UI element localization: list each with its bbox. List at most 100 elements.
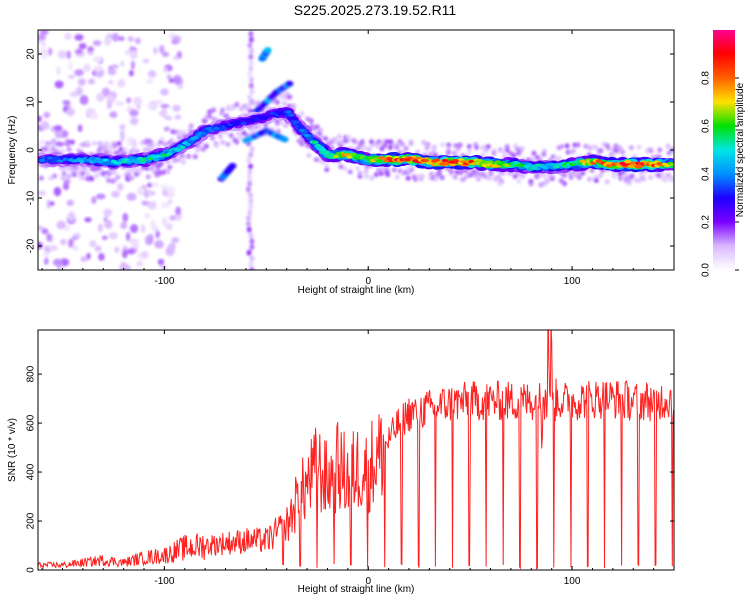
heatmap-noise (103, 217, 108, 222)
heatmap-noise (161, 107, 167, 118)
heatmap-noise (247, 180, 253, 187)
heatmap-noise (317, 127, 323, 133)
heatmap-noise (68, 74, 75, 79)
heatmap-noise (160, 88, 169, 96)
heatmap-noise (86, 252, 91, 260)
heatmap-noise (248, 36, 254, 43)
snr-xlabel: Height of straight line (km) (298, 584, 415, 595)
heatmap-noise (617, 171, 623, 177)
heatmap-ridge-cell (298, 128, 305, 132)
heatmap-noise (384, 169, 390, 175)
heatmap-noise (219, 110, 225, 116)
heatmap-noise (137, 186, 146, 196)
heatmap-noise (202, 118, 208, 124)
heatmap-noise (91, 140, 97, 146)
heatmap-noise (74, 69, 84, 77)
heatmap-noise (66, 50, 71, 60)
heatmap-noise (142, 58, 150, 64)
heatmap-noise (669, 176, 674, 182)
heatmap-noise (165, 223, 173, 231)
chart-title: S225.2025.273.19.52.R11 (293, 2, 457, 18)
heatmap-noise (135, 149, 141, 155)
heatmap-noise (46, 199, 51, 209)
heatmap-noise (144, 165, 150, 171)
heatmap-noise (161, 201, 168, 209)
heatmap-noise (558, 178, 564, 184)
heatmap-noise (129, 224, 139, 234)
heatmap-noise (639, 172, 645, 178)
heatmap-noise (175, 206, 181, 216)
heatmap-noise (66, 108, 75, 117)
heatmap-noise (534, 174, 540, 180)
heatmap-noise (63, 141, 69, 147)
heatmap-noise (433, 176, 439, 182)
heatmap-noise (38, 190, 47, 196)
heatmap-noise (171, 39, 179, 45)
heatmap-noise (176, 157, 182, 163)
heatmap-noise (500, 170, 506, 176)
heatmap-noise (155, 99, 163, 105)
heatmap-noise (248, 151, 254, 158)
heatmap-noise (74, 48, 84, 55)
heatmap-noise (636, 178, 642, 184)
heatmap-noise (336, 133, 342, 139)
heatmap-noise (119, 81, 126, 87)
heatmap-noise (106, 178, 112, 184)
heatmap-noise (146, 78, 154, 85)
heatmap-noise (248, 59, 254, 66)
heatmap-noise (68, 61, 73, 71)
heatmap-noise (457, 170, 463, 176)
heatmap-noise (51, 146, 57, 152)
heatmap-noise (41, 228, 49, 235)
heatmap-noise (200, 146, 206, 152)
heatmap-noise (173, 129, 179, 135)
heatmap-ridge-cell (322, 151, 329, 155)
heatmap-noise (346, 134, 352, 140)
heatmap-noise (87, 51, 94, 56)
heatmap-noise (122, 249, 128, 259)
heatmap-noise (147, 70, 157, 78)
heatmap-noise (160, 169, 166, 175)
heatmap-noise (167, 140, 173, 146)
heatmap-ridge-cell (590, 161, 597, 165)
heatmap-noise (659, 171, 665, 177)
heatmap-ridge-cell (375, 159, 382, 163)
heatmap-noise (160, 184, 169, 191)
heatmap-noise (108, 232, 118, 240)
heatmap-noise (366, 146, 372, 152)
heatmap-noise (247, 94, 253, 101)
heatmap-noise (246, 215, 252, 222)
heatmap-ridge-cell (179, 145, 186, 149)
heatmap-noise (158, 161, 164, 167)
heatmap-noise (48, 175, 54, 181)
heatmap-noise (154, 239, 164, 249)
heatmap-ridge-cell (343, 152, 350, 157)
heatmap-branch (263, 47, 272, 54)
heatmap-ridge-cell (266, 114, 274, 118)
heatmap-ridge-cell (542, 166, 549, 170)
heatmap-noise (351, 138, 357, 144)
heatmap-noise (104, 141, 110, 147)
heatmap-ridge-cell (627, 164, 634, 168)
heatmap-noise (144, 213, 150, 219)
heatmap-noise (78, 42, 87, 50)
heatmap-noise (132, 143, 138, 149)
heatmap-noise (446, 142, 452, 148)
heatmap-ridge-cell (166, 152, 173, 156)
heatmap-ridge-cell (433, 158, 441, 162)
heatmap-noise (412, 176, 418, 182)
heatmap-noise (163, 67, 169, 73)
heatmap-noise (93, 65, 104, 72)
heatmap-noise (106, 146, 112, 152)
heatmap-noise (173, 55, 179, 61)
heatmap-noise (84, 140, 90, 146)
x-tick-label: 100 (564, 576, 581, 587)
heatmap-noise (125, 49, 130, 56)
heatmap-ridge-cell (261, 116, 268, 120)
heatmap-noise (561, 172, 567, 178)
heatmap-noise (665, 143, 671, 149)
heatmap-noise (40, 120, 50, 131)
heatmap-noise (145, 235, 150, 244)
heatmap-ridge-cell (311, 140, 319, 144)
